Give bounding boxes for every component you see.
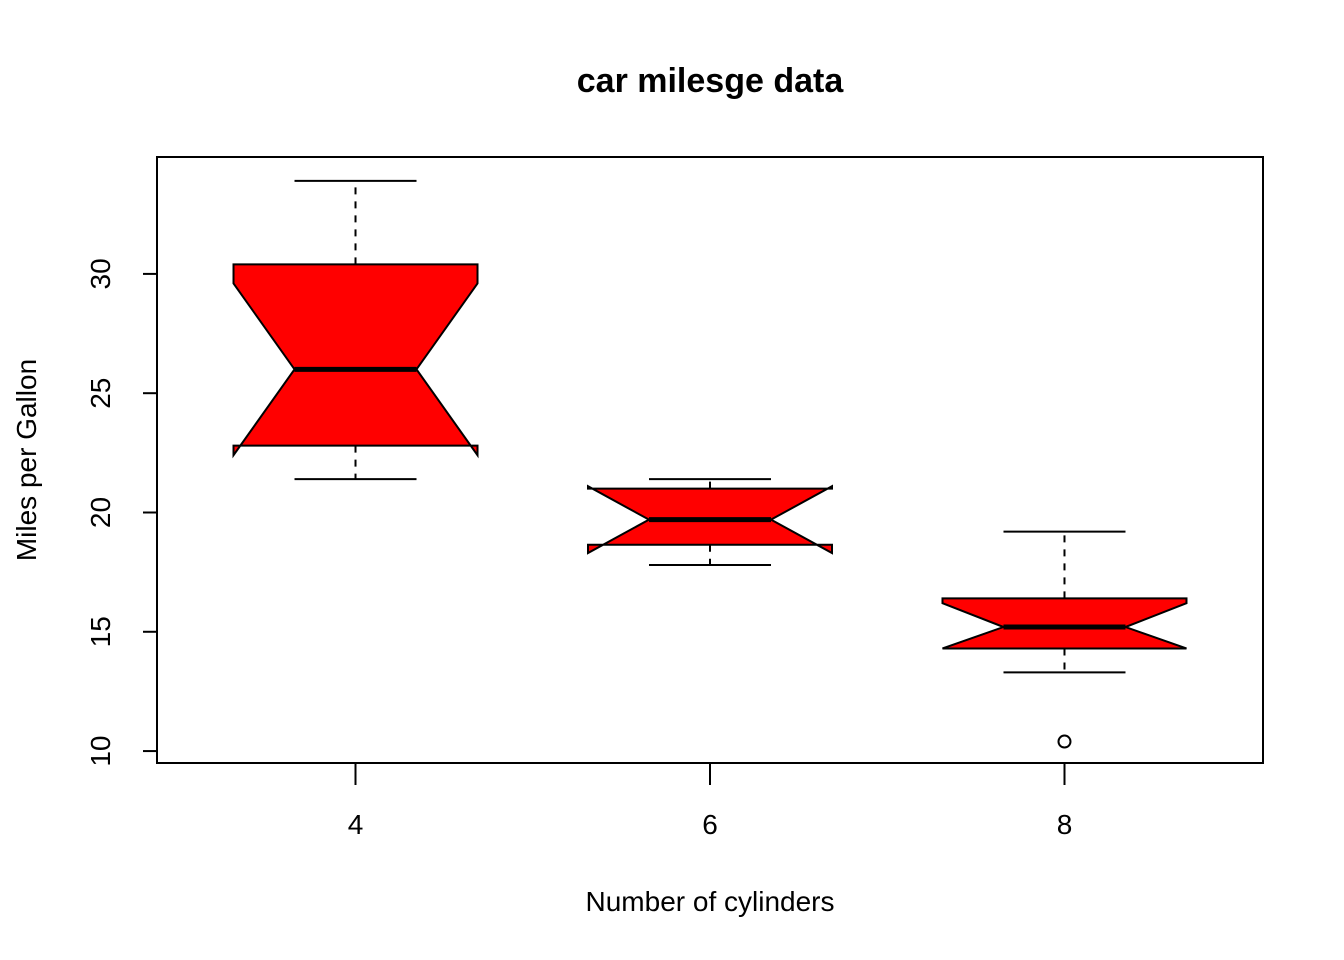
y-tick-label: 25 <box>85 378 116 409</box>
x-tick-label: 4 <box>348 809 364 840</box>
box-4 <box>232 263 479 459</box>
x-axis: 4 6 8 <box>348 763 1073 840</box>
box-group-4 <box>232 179 479 481</box>
box-8 <box>941 597 1188 650</box>
x-tick-label: 6 <box>702 809 718 840</box>
chart-title: car milesge data <box>577 62 845 100</box>
x-tick-label: 8 <box>1057 809 1073 840</box>
outlier-point <box>1057 734 1072 749</box>
y-tick-label: 15 <box>85 616 116 647</box>
y-axis-label: Miles per Gallon <box>11 359 42 561</box>
y-tick-label: 10 <box>85 735 116 766</box>
box-group-8 <box>941 530 1188 749</box>
y-axis: 10 15 20 25 30 <box>85 258 157 767</box>
boxes <box>232 179 1188 749</box>
y-tick-label: 20 <box>85 497 116 528</box>
x-axis-label: Number of cylinders <box>586 886 835 917</box>
box-group-6 <box>587 478 833 566</box>
y-tick-label: 30 <box>85 258 116 289</box>
